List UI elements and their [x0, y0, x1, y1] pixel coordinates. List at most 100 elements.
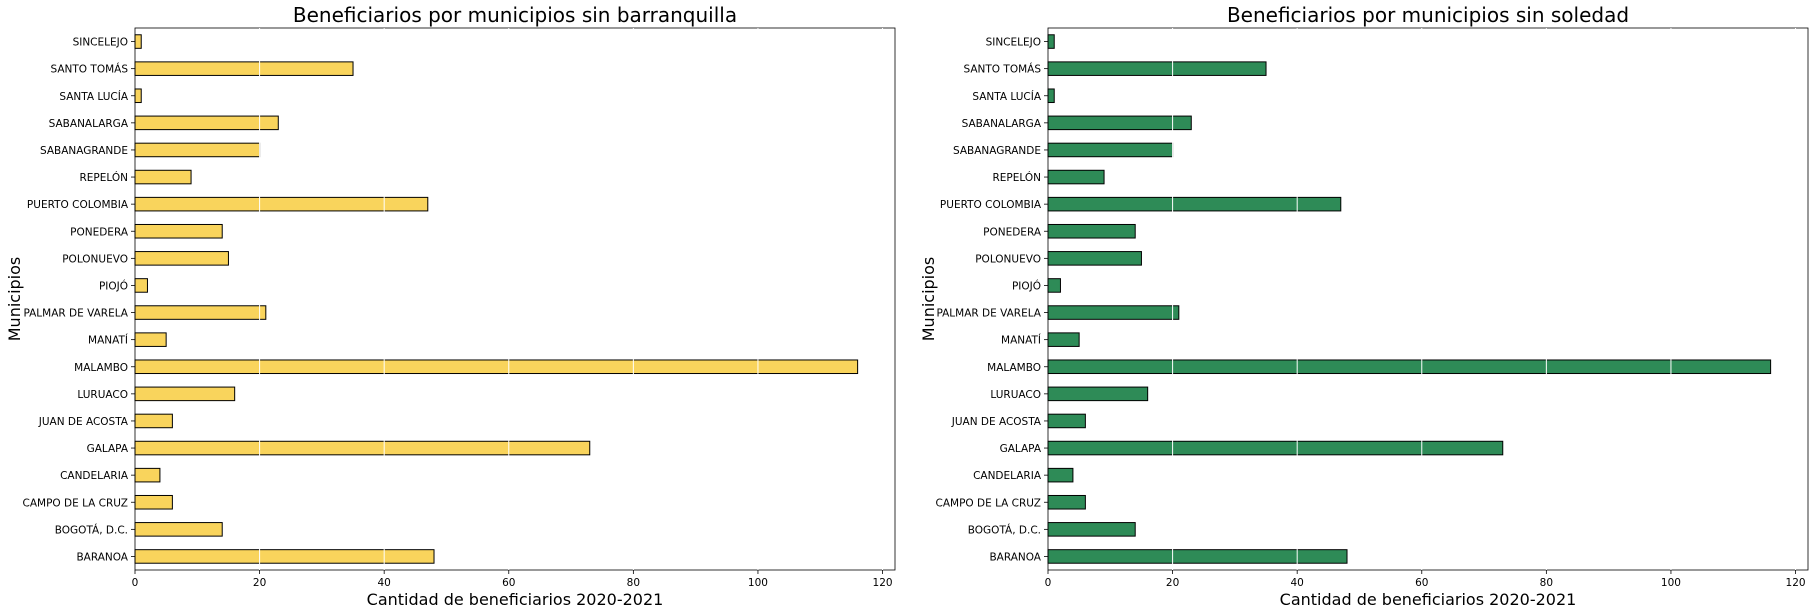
bar	[134, 440, 591, 456]
x-tick-label: 0	[132, 577, 139, 589]
y-tick-label: CANDELARIA	[973, 470, 1042, 482]
y-tick-label: PUERTO COLOMBIA	[27, 199, 129, 211]
y-tick-label: MALAMBO	[74, 362, 128, 374]
bar	[134, 467, 161, 483]
y-tick-label: PIOJÓ	[99, 279, 128, 292]
y-tick-label: LURUACO	[990, 389, 1041, 401]
y-tick-label: JUAN DE ACOSTA	[38, 416, 129, 428]
x-tick-label: 80	[1540, 577, 1553, 589]
x-axis-label: Cantidad de beneficiarios 2020-2021	[367, 590, 664, 609]
bar	[1047, 332, 1080, 347]
y-tick-label: PALMAR DE VARELA	[936, 308, 1041, 320]
bar	[134, 494, 173, 510]
x-tick-label: 40	[1290, 577, 1303, 589]
y-tick-label: BOGOTÁ, D.C.	[55, 523, 128, 536]
bar	[134, 332, 167, 347]
plot-area	[1047, 27, 1809, 571]
bar	[1047, 467, 1074, 483]
bar	[1047, 440, 1504, 456]
bar	[134, 115, 279, 131]
bar	[134, 386, 236, 402]
x-axis-label: Cantidad de beneficiarios 2020-2021	[1280, 590, 1577, 609]
y-tick-label: PALMAR DE VARELA	[23, 308, 128, 320]
y-tick-label: CAMPO DE LA CRUZ	[936, 497, 1042, 509]
y-tick-label: BARANOA	[76, 551, 128, 563]
bar	[1047, 142, 1174, 158]
bar	[1047, 223, 1136, 239]
bar	[134, 169, 192, 185]
bar	[1047, 61, 1267, 76]
y-tick-label: SANTA LUCÍA	[972, 90, 1041, 103]
y-tick-label: PONEDERA	[983, 226, 1042, 238]
y-tick-label: POLONUEVO	[975, 253, 1041, 265]
bar	[134, 278, 148, 293]
x-tick-label: 20	[1166, 577, 1179, 589]
x-tick-label: 60	[1415, 577, 1428, 589]
bar	[1047, 413, 1086, 429]
y-tick-label: POLONUEVO	[62, 253, 128, 265]
chart-title: Beneficiarios por municipios sin soledad	[1227, 3, 1629, 27]
y-tick-label: GALAPA	[87, 443, 129, 455]
y-axis-label: Municipios	[5, 257, 24, 342]
bar	[134, 549, 435, 564]
bar	[134, 251, 229, 266]
bar	[134, 413, 173, 429]
bar	[1047, 115, 1192, 131]
bar	[1047, 251, 1142, 266]
chart-sin-soledad: Beneficiarios por municipios sin soledad…	[919, 3, 1809, 609]
y-tick-label: MANATÍ	[1001, 334, 1041, 347]
y-tick-label: SINCELEJO	[986, 37, 1041, 49]
x-tick-label: 60	[502, 577, 515, 589]
y-tick-label: CANDELARIA	[60, 470, 129, 482]
y-tick-label: MALAMBO	[987, 362, 1041, 374]
y-tick-label: LURUACO	[77, 389, 128, 401]
y-tick-label: MANATÍ	[88, 334, 128, 347]
bar	[1047, 169, 1105, 185]
y-tick-label: SABANALARGA	[962, 118, 1042, 130]
bar	[1047, 359, 1772, 375]
y-tick-label: BARANOA	[989, 551, 1041, 563]
bar	[134, 359, 859, 375]
bar	[134, 34, 142, 49]
chart-title: Beneficiarios por municipios sin barranq…	[293, 3, 737, 27]
y-tick-label: SINCELEJO	[73, 37, 128, 49]
x-tick-label: 100	[748, 577, 768, 589]
y-tick-label: SANTO TOMÁS	[51, 63, 129, 76]
y-tick-label: PONEDERA	[70, 226, 129, 238]
x-tick-label: 100	[1661, 577, 1681, 589]
y-tick-label: REPELÓN	[993, 171, 1042, 184]
y-tick-label: JUAN DE ACOSTA	[951, 416, 1042, 428]
bar	[1047, 278, 1061, 293]
plot-area	[134, 27, 896, 571]
bar	[1047, 305, 1180, 320]
x-tick-label: 80	[627, 577, 640, 589]
x-tick-label: 120	[873, 577, 893, 589]
y-tick-label: PUERTO COLOMBIA	[940, 199, 1042, 211]
y-tick-label: BOGOTÁ, D.C.	[968, 523, 1041, 536]
bar	[134, 142, 261, 158]
y-tick-label: CAMPO DE LA CRUZ	[23, 497, 129, 509]
bar	[1047, 494, 1086, 510]
y-tick-label: SANTO TOMÁS	[964, 63, 1042, 76]
bar	[1047, 549, 1348, 564]
y-tick-label: SABANAGRANDE	[953, 145, 1041, 157]
bar	[1047, 34, 1055, 49]
x-tick-label: 40	[377, 577, 390, 589]
bar	[134, 88, 142, 104]
x-tick-label: 120	[1786, 577, 1806, 589]
y-tick-label: SABANAGRANDE	[40, 145, 128, 157]
bar	[134, 522, 223, 537]
x-tick-label: 20	[253, 577, 266, 589]
y-tick-label: REPELÓN	[80, 171, 129, 184]
y-tick-label: SABANALARGA	[49, 118, 129, 130]
bar	[1047, 386, 1149, 402]
chart-sin-barranquilla: Beneficiarios por municipios sin barranq…	[5, 3, 896, 609]
y-tick-label: SANTA LUCÍA	[59, 90, 128, 103]
y-tick-label: PIOJÓ	[1012, 279, 1041, 292]
bar	[1047, 522, 1136, 537]
bar	[134, 305, 267, 320]
bar	[134, 61, 354, 76]
bar	[134, 223, 223, 239]
x-tick-label: 0	[1045, 577, 1052, 589]
